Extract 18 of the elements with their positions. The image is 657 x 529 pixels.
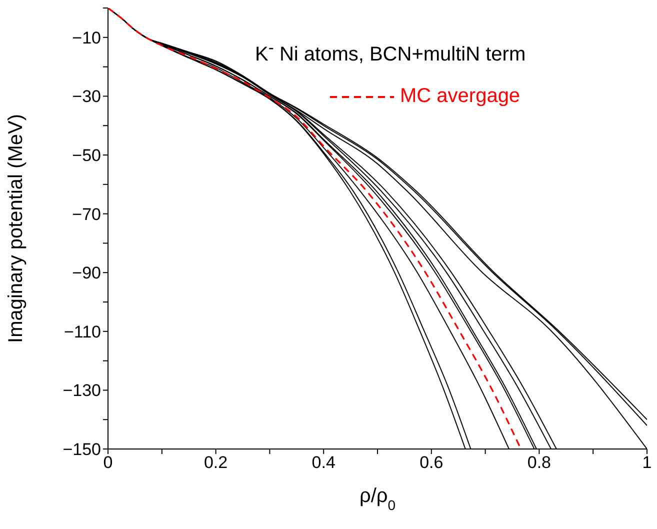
x-tick-label: 0.2 <box>204 453 228 472</box>
y-tick-label: −90 <box>72 264 101 283</box>
x-tick-label: 0.8 <box>527 453 552 472</box>
y-tick-label: −30 <box>72 87 101 106</box>
x-axis-title: ρ/ρ$_{0}$ <box>359 485 396 513</box>
x-tick-label: 0 <box>103 453 113 472</box>
x-tick-label: 0.6 <box>420 453 444 472</box>
x-tick-label: 0.4 <box>312 453 336 472</box>
y-axis-title: Imaginary potential (MeV) <box>5 114 27 343</box>
y-tick-label: −110 <box>64 322 101 342</box>
legend-label: MC avergage <box>400 85 520 108</box>
y-tick-label: −10 <box>72 28 101 48</box>
y-tick-label: −70 <box>72 204 101 224</box>
annotation: K$^{-}$ Ni atoms, BCN+multiN term <box>255 38 526 67</box>
x-tick-label: 1 <box>642 453 652 472</box>
y-tick-label: −50 <box>72 146 101 166</box>
y-tick-label: −150 <box>62 440 101 460</box>
y-tick-label: −130 <box>62 381 101 400</box>
